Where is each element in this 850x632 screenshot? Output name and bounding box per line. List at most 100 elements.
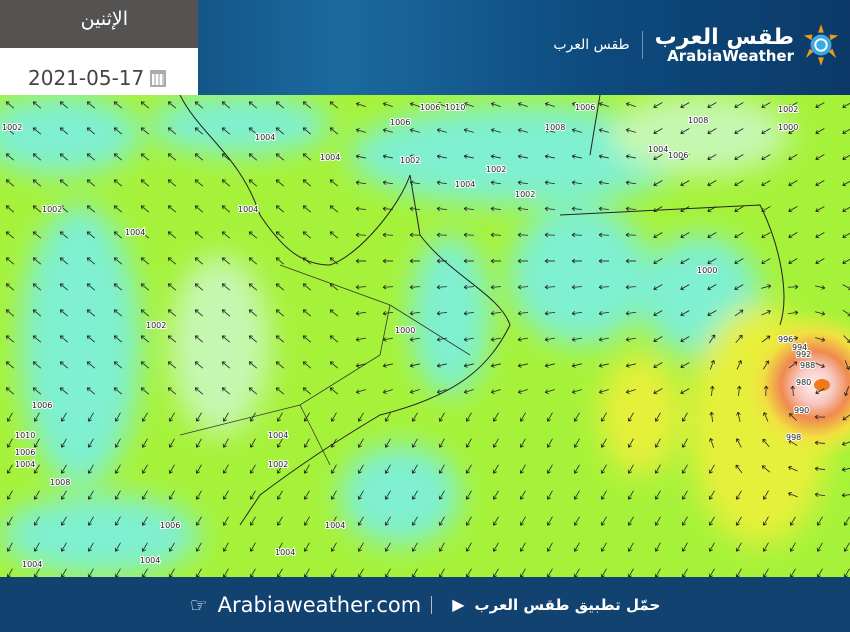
wind-arrow bbox=[329, 309, 339, 317]
wind-arrow bbox=[573, 490, 580, 500]
wind-arrow bbox=[653, 102, 663, 109]
isobar-label: 1002 bbox=[778, 105, 798, 114]
wind-arrow bbox=[302, 127, 312, 135]
wind-arrow bbox=[248, 309, 258, 317]
wind-arrow bbox=[463, 258, 475, 264]
wind-arrow bbox=[6, 490, 13, 500]
wind-arrow bbox=[195, 568, 202, 577]
wind-arrow bbox=[302, 153, 312, 161]
wind-arrow bbox=[788, 258, 798, 265]
wind-arrow bbox=[814, 466, 826, 472]
isobar-label: 1004 bbox=[15, 460, 35, 469]
wind-arrow bbox=[382, 389, 393, 394]
wind-arrow bbox=[87, 412, 94, 422]
wind-arrow bbox=[382, 284, 394, 290]
wind-arrow bbox=[463, 102, 474, 107]
wind-arrow bbox=[654, 542, 661, 552]
wind-arrow bbox=[517, 284, 529, 290]
google-play-icon[interactable]: ▶ bbox=[452, 595, 465, 614]
wind-arrow bbox=[761, 180, 771, 187]
wind-arrow bbox=[681, 542, 688, 552]
wind-arrow bbox=[625, 102, 636, 107]
wind-arrow bbox=[248, 335, 258, 343]
wind-arrow bbox=[141, 542, 148, 552]
wind-arrow bbox=[680, 362, 690, 369]
wind-arrow bbox=[600, 490, 607, 500]
wind-arrow bbox=[140, 179, 150, 187]
wind-arrow bbox=[248, 257, 258, 265]
weather-map[interactable]: 1002 1004 1006 1010 1006 1008 1006 1002 1008 1004… bbox=[0, 95, 850, 577]
wind-arrow bbox=[384, 464, 391, 474]
wind-arrow bbox=[6, 464, 13, 474]
wind-arrow bbox=[302, 257, 312, 265]
wind-arrow bbox=[465, 490, 472, 500]
footer: ☞ Arabiaweather.com ▶ حمّل تطبيق طقس الع… bbox=[0, 577, 850, 632]
wind-arrow bbox=[60, 516, 67, 526]
wind-arrow bbox=[519, 438, 526, 448]
wind-arrow bbox=[113, 335, 123, 343]
wind-arrow bbox=[275, 205, 285, 213]
wind-arrow bbox=[625, 206, 637, 212]
wind-arrow bbox=[761, 128, 771, 135]
wind-arrow bbox=[140, 335, 150, 343]
wind-arrow bbox=[734, 206, 744, 213]
wind-arrow bbox=[571, 128, 582, 133]
wind-arrow bbox=[59, 127, 69, 135]
wind-arrow bbox=[357, 568, 364, 577]
wind-arrow bbox=[546, 464, 553, 474]
wind-arrow bbox=[114, 516, 121, 526]
isobar-label: 1004 bbox=[22, 560, 42, 569]
wind-arrow bbox=[788, 128, 798, 135]
wind-arrow bbox=[843, 516, 850, 526]
wind-arrow bbox=[598, 284, 610, 290]
wind-arrow bbox=[490, 180, 502, 185]
wind-arrow bbox=[546, 568, 553, 577]
wind-arrow bbox=[761, 284, 772, 289]
website-link[interactable]: Arabiaweather.com bbox=[217, 592, 422, 617]
wind-arrow bbox=[654, 568, 661, 577]
wind-arrow bbox=[463, 128, 474, 133]
wind-arrow bbox=[736, 360, 743, 370]
wind-arrow bbox=[653, 206, 663, 213]
isobar-label: 1006 bbox=[420, 103, 440, 112]
wind-arrow bbox=[59, 283, 69, 291]
wind-arrow bbox=[681, 490, 688, 500]
wind-arrow bbox=[816, 516, 823, 526]
isobar-label: 1004 bbox=[275, 548, 295, 557]
wind-arrow bbox=[736, 411, 741, 422]
wind-arrow bbox=[60, 438, 67, 448]
wind-arrow bbox=[815, 388, 825, 395]
wind-arrow bbox=[303, 412, 310, 422]
wind-arrow bbox=[194, 231, 204, 239]
isobar-label: 1004 bbox=[238, 205, 258, 214]
wind-arrow bbox=[194, 153, 204, 161]
wind-arrow bbox=[249, 542, 256, 552]
wind-arrow bbox=[33, 516, 40, 526]
date-display[interactable]: 2021-05-17 bbox=[0, 48, 198, 95]
wind-arrow bbox=[411, 412, 418, 422]
wind-arrow bbox=[302, 283, 312, 291]
wind-arrow bbox=[195, 464, 202, 474]
wind-arrow bbox=[59, 309, 69, 317]
wind-arrow bbox=[248, 387, 258, 395]
calendar-icon[interactable] bbox=[150, 69, 167, 87]
wind-arrow bbox=[329, 101, 339, 109]
wind-arrow bbox=[600, 412, 607, 422]
wind-arrow bbox=[140, 101, 150, 109]
wind-arrow bbox=[168, 542, 175, 552]
wind-arrow bbox=[844, 360, 850, 370]
wind-arrow bbox=[544, 232, 556, 238]
wind-arrow bbox=[140, 127, 150, 135]
divider bbox=[431, 595, 433, 614]
wind-arrow bbox=[114, 464, 121, 474]
wind-arrow bbox=[32, 257, 42, 265]
wind-arrow bbox=[544, 154, 555, 159]
download-app-text: حمّل تطبيق طقس العرب bbox=[474, 595, 661, 614]
wind-arrow bbox=[330, 438, 337, 448]
wind-arrow bbox=[5, 153, 15, 161]
wind-arrow bbox=[736, 385, 742, 397]
wind-arrow bbox=[438, 438, 445, 448]
wind-arrow bbox=[571, 180, 583, 185]
wind-arrow bbox=[546, 438, 553, 448]
